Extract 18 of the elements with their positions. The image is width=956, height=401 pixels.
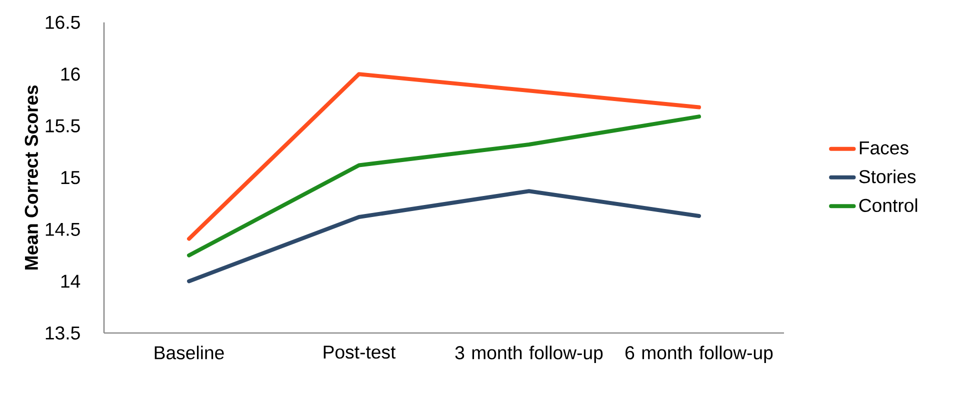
y-axis-title: Mean Correct Scores bbox=[24, 85, 38, 270]
line-series bbox=[187, 189, 701, 284]
y-tick-label: 14.5 bbox=[46, 222, 80, 236]
legend-label: Control bbox=[859, 198, 918, 212]
line-series bbox=[187, 72, 701, 241]
legend-label: Stories bbox=[859, 170, 916, 184]
x-tick-label: 3 month follow-up bbox=[455, 346, 603, 364]
x-tick-label: 6 month follow-up bbox=[626, 346, 773, 364]
y-tick-label: 15 bbox=[61, 171, 80, 184]
y-tick-label: 15.5 bbox=[46, 119, 80, 132]
legend-label: Faces bbox=[860, 141, 908, 154]
x-tick-label: Post-test bbox=[324, 346, 396, 359]
y-tick-label: 14 bbox=[61, 274, 80, 288]
y-tick-label: 16.5 bbox=[46, 16, 80, 29]
y-tick-label: 13.5 bbox=[46, 326, 80, 340]
line-series bbox=[187, 114, 701, 258]
x-tick-label: Baseline bbox=[154, 346, 224, 360]
y-tick-label: 16 bbox=[61, 68, 80, 81]
